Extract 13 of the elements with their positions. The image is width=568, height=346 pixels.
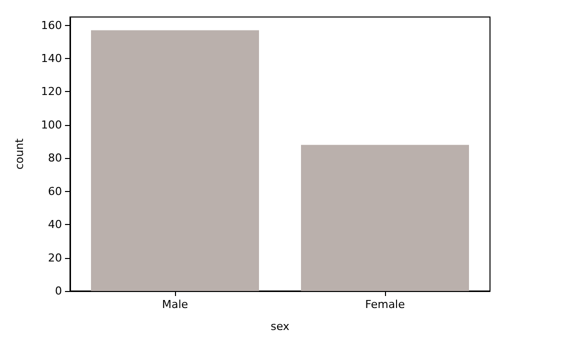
y-tick-label: 140 bbox=[41, 52, 62, 66]
y-tick-label: 0 bbox=[55, 284, 62, 298]
x-axis-title: sex bbox=[270, 320, 290, 333]
y-tick-label: 40 bbox=[48, 218, 62, 232]
y-tick-label: 100 bbox=[41, 118, 62, 132]
y-tick-label: 120 bbox=[41, 85, 62, 98]
y-axis-title: count bbox=[13, 138, 26, 170]
y-tick-label: 160 bbox=[41, 18, 62, 32]
y-tick-label: 20 bbox=[48, 251, 62, 264]
x-tick-label: Female bbox=[365, 298, 406, 311]
y-tick-label: 60 bbox=[48, 184, 62, 198]
y-tick-label: 80 bbox=[48, 152, 62, 165]
x-tick-label: Male bbox=[162, 298, 188, 311]
